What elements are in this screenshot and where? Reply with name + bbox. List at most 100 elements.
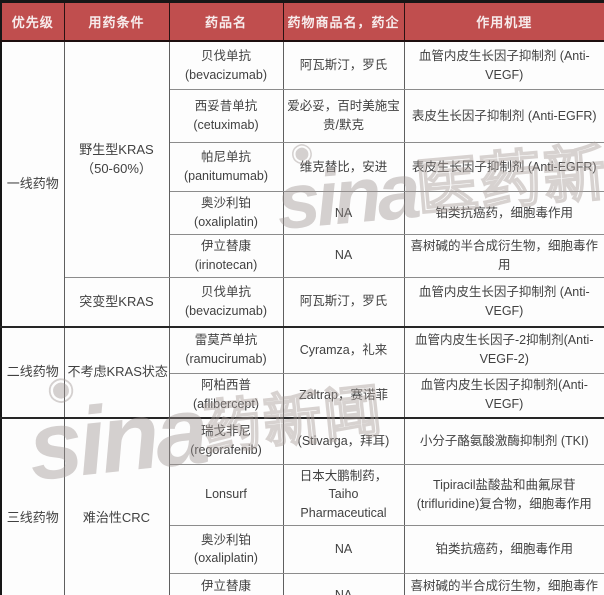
trade-name: 维克替比，安进 [299, 159, 388, 174]
condition-cell-refractory-crc: 难治性CRC [63, 416, 170, 595]
condition-label-line2: （50-60%） [81, 161, 152, 177]
drug-name-cn: 雷莫芦单抗 [194, 333, 258, 348]
drug-name-latin: (irinotecan) [194, 257, 258, 272]
drug-name-cn: 阿柏西普 [200, 378, 251, 393]
trade-name: 阿瓦斯汀，罗氏 [299, 294, 388, 309]
mechanism: 喜树碱的半合成衍生物，细胞毒作用 [410, 239, 598, 272]
drug-name-cn: 贝伐单抗 [200, 48, 251, 63]
trade-name-cell: NA [282, 524, 405, 574]
mechanism-cell: 血管内皮生长因子抑制剂 (Anti-VEGF) [403, 40, 604, 90]
mechanism-cell: 血管内皮生长因子-2抑制剂(Anti-VEGF-2) [403, 325, 604, 374]
table-row: 一线药物 野生型KRAS （50-60%） 贝伐单抗 (bevacizumab)… [0, 40, 604, 327]
trade-name: Cyramza，礼来 [299, 342, 388, 357]
condition-label: 难治性CRC [82, 509, 151, 525]
trade-name: NA [334, 205, 353, 220]
drug-name-latin: (aflibercept) [193, 397, 259, 411]
trade-name-cell: 爱必妥，百时美施宝贵/默克 [282, 89, 405, 143]
condition-cell-wild-kras: 野生型KRAS （50-60%） [63, 40, 170, 278]
trade-name-cell: Zaltrap，赛诺菲 [282, 372, 405, 418]
drug-name-cell: 帕尼单抗 (panitumumab) [168, 142, 284, 192]
table-header-row: 优先级 用药条件 药品名 药物商品名，药企 作用机理 [0, 1, 604, 42]
mechanism-cell: 表皮生长因子抑制剂 (Anti-EGFR) [403, 142, 604, 192]
table-row: 三线药物 难治性CRC 瑞戈非尼 (regorafenib) (Stivarga… [0, 416, 604, 595]
drug-name-cn: 西妥昔单抗 [194, 99, 258, 114]
trade-name-cell: 日本大鹏制药，Taiho Pharmaceutical [282, 463, 405, 526]
trade-name: NA [334, 587, 353, 595]
drug-name-cell: 贝伐单抗 (bevacizumab) [168, 40, 284, 90]
priority-cell-third-line: 三线药物 [0, 416, 65, 595]
condition-label: 不考虑KRAS状态 [67, 364, 168, 380]
drug-name-cn: 奥沙利铂 [200, 196, 251, 211]
mechanism-cell: 铂类抗癌药，细胞毒作用 [403, 524, 604, 574]
drug-name-cn: 贝伐单抗 [200, 284, 251, 299]
mechanism-cell: 血管内皮生长因子抑制剂(Anti-VEGF) [403, 372, 604, 418]
table-row: 西妥昔单抗 (cetuximab) 爱必妥，百时美施宝贵/默克 表皮生长因子抑制… [1, 89, 604, 143]
mechanism: 血管内皮生长因子-2抑制剂(Anti-VEGF-2) [415, 333, 594, 366]
table-row: 伊立替康 (irinotecan) NA 喜树碱的半合成衍生物，细胞毒作用 [1, 234, 604, 278]
trade-name-cell: 阿瓦斯汀，罗氏 [282, 276, 405, 327]
mechanism: 血管内皮生长因子抑制剂 (Anti-VEGF) [418, 284, 590, 318]
drug-name-latin: (panitumumab) [183, 169, 269, 183]
trade-name-cell: Cyramza，礼来 [282, 325, 405, 374]
table-row: 奥沙利铂 (oxaliplatin) NA 铂类抗癌药，细胞毒作用 [1, 191, 604, 235]
table-row: 突变型KRAS 贝伐单抗 (bevacizumab) 阿瓦斯汀，罗氏 血管内皮生… [1, 276, 604, 327]
drug-name-cn: 帕尼单抗 [200, 150, 251, 165]
header-cell-mechanism: 作用机理 [403, 1, 604, 42]
drug-name-cell: 西妥昔单抗 (cetuximab) [168, 89, 284, 143]
trade-name: Zaltrap，赛诺菲 [299, 387, 388, 402]
mechanism: 铂类抗癌药，细胞毒作用 [435, 205, 573, 220]
trade-name-cell: NA [282, 191, 405, 235]
condition-label: 突变型KRAS [79, 293, 154, 309]
condition-cell-any-kras: 不考虑KRAS状态 [63, 325, 170, 418]
mechanism: Tipiracil盐酸盐和曲氟尿苷(trifluridine)复合物，细胞毒作用 [416, 477, 592, 511]
mechanism: 小分子酪氨酸激酶抑制剂 (TKI) [419, 433, 589, 448]
header-cell-priority: 优先级 [0, 1, 65, 42]
mechanism: 血管内皮生长因子抑制剂 (Anti-VEGF) [418, 48, 590, 82]
mechanism-cell: 喜树碱的半合成衍生物，细胞毒作用 [403, 572, 604, 595]
trade-name: 爱必妥，百时美施宝贵/默克 [287, 99, 400, 132]
condition-cell-mutant-kras: 突变型KRAS [63, 276, 170, 327]
table-row: 帕尼单抗 (panitumumab) 维克替比，安进 表皮生长因子抑制剂 (An… [1, 142, 604, 192]
table-row: Lonsurf 日本大鹏制药，Taiho Pharmaceutical Tipi… [1, 463, 604, 526]
mechanism-cell: 喜树碱的半合成衍生物，细胞毒作用 [403, 234, 604, 278]
drug-name-cell: 贝伐单抗 (bevacizumab) [168, 276, 284, 327]
header-cell-drug-name: 药品名 [168, 1, 284, 42]
drug-name-latin: (ramucirumab) [185, 352, 267, 366]
drug-name-cell: 奥沙利铂 (oxaliplatin) [168, 524, 284, 574]
mechanism-cell: 铂类抗癌药，细胞毒作用 [403, 191, 604, 235]
drug-name-cn: 奥沙利铂 [200, 532, 251, 547]
mechanism: 血管内皮生长因子抑制剂(Anti-VEGF) [420, 378, 588, 411]
mechanism: 喜树碱的半合成衍生物，细胞毒作用 [410, 578, 598, 593]
trade-name: NA [334, 541, 353, 556]
table-row: 伊立替康 (irinotecan) NA 喜树碱的半合成衍生物，细胞毒作用 [1, 572, 604, 595]
drug-name-cn: 伊立替康 [200, 239, 251, 253]
drug-name-cn: 伊立替康 [200, 578, 251, 593]
mechanism: 表皮生长因子抑制剂 (Anti-EGFR) [411, 159, 597, 174]
trade-name: (Stivarga，拜耳) [297, 433, 390, 448]
drug-name-latin: (bevacizumab) [185, 303, 267, 318]
priority-cell-second-line: 二线药物 [0, 325, 65, 418]
drug-name-cell: Lonsurf [168, 463, 284, 526]
trade-name-cell: NA [282, 234, 405, 278]
header-cell-condition: 用药条件 [63, 1, 170, 42]
drug-name-cell: 奥沙利铂 (oxaliplatin) [168, 191, 284, 235]
trade-name-cell: (Stivarga，拜耳) [282, 416, 405, 465]
priority-label: 三线药物 [6, 509, 59, 525]
drug-name-cell: 伊立替康 (irinotecan) [168, 572, 284, 595]
mechanism-cell: 表皮生长因子抑制剂 (Anti-EGFR) [403, 89, 604, 143]
trade-name-cell: 维克替比，安进 [282, 142, 405, 192]
mechanism-cell: 小分子酪氨酸激酶抑制剂 (TKI) [403, 416, 604, 465]
drug-name-latin: (cetuximab) [193, 118, 259, 132]
drug-name-cell: 雷莫芦单抗 (ramucirumab) [168, 325, 284, 374]
trade-name: 阿瓦斯汀，罗氏 [299, 58, 388, 73]
mechanism-cell: Tipiracil盐酸盐和曲氟尿苷(trifluridine)复合物，细胞毒作用 [403, 463, 604, 526]
trade-name: NA [334, 248, 353, 263]
drug-name-latin: (bevacizumab) [185, 67, 267, 82]
condition-label: 野生型KRAS [79, 141, 154, 157]
drug-name-cell: 阿柏西普 (aflibercept) [168, 372, 284, 418]
drug-name-cn: Lonsurf [205, 487, 247, 502]
header-cell-trade-name: 药物商品名，药企 [282, 1, 405, 42]
drug-name-latin: (oxaliplatin) [194, 215, 258, 229]
table-row: 二线药物 不考虑KRAS状态 雷莫芦单抗 (ramucirumab) Cyram… [0, 325, 604, 418]
drug-name-cn: 瑞戈非尼 [200, 424, 251, 439]
